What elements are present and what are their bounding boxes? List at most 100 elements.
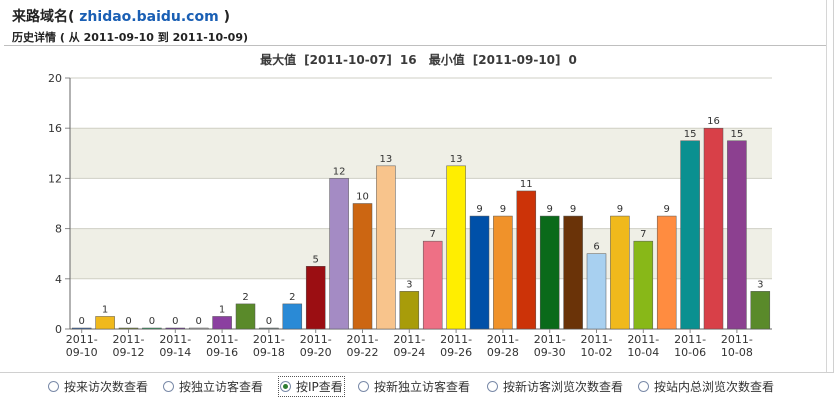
x-tick-label-year: 2011- xyxy=(627,333,659,346)
y-tick-label: 12 xyxy=(48,172,62,185)
domain-title: 来路域名 xyxy=(12,9,68,25)
bar xyxy=(95,316,115,330)
plot-band xyxy=(70,278,772,329)
view-option-ip[interactable]: 按IP查看 xyxy=(278,376,345,397)
data-label: 0 xyxy=(196,316,202,327)
data-label: 9 xyxy=(617,204,623,215)
y-tick-label: 0 xyxy=(55,323,62,336)
bar xyxy=(563,215,583,330)
bar xyxy=(446,165,466,330)
x-tick-label-date: 09-30 xyxy=(534,346,566,359)
x-tick-label-year: 2011- xyxy=(347,333,379,346)
x-tick-label-date: 09-18 xyxy=(253,346,285,359)
x-tick-label-date: 09-22 xyxy=(347,346,379,359)
bar xyxy=(376,165,396,330)
data-label: 0 xyxy=(149,316,155,327)
min-value: 0 xyxy=(568,53,577,67)
x-tick-label-date: 09-12 xyxy=(113,346,145,359)
range-from-label: 从 xyxy=(68,31,80,44)
view-option-label: 按新访客浏览次数查看 xyxy=(503,380,624,394)
x-tick-label-date: 10-08 xyxy=(721,346,753,359)
x-tick-label-year: 2011- xyxy=(487,333,519,346)
bar xyxy=(493,215,513,330)
view-option-visits[interactable]: 按来访次数查看 xyxy=(48,378,148,395)
radio-icon[interactable] xyxy=(48,381,59,392)
data-label: 15 xyxy=(731,129,744,140)
bar xyxy=(212,316,232,330)
data-label: 9 xyxy=(547,204,553,215)
data-label: 13 xyxy=(450,154,463,165)
view-option-unique-visitors[interactable]: 按独立访客查看 xyxy=(163,378,263,395)
bar xyxy=(656,215,677,330)
data-label: 2 xyxy=(242,292,248,303)
radio-icon[interactable] xyxy=(358,381,369,392)
data-label: 9 xyxy=(570,204,576,215)
view-option-label: 按站内总浏览次数查看 xyxy=(654,380,775,394)
data-label: 2 xyxy=(289,292,295,303)
panel-frame xyxy=(0,0,834,373)
data-label: 0 xyxy=(79,316,85,327)
x-tick-label-year: 2011- xyxy=(393,333,425,346)
data-label: 5 xyxy=(313,254,319,265)
x-tick-label-year: 2011- xyxy=(66,333,98,346)
header: 来路域名( zhidao.baidu.com ) 历史详情 ( 从 2011-0… xyxy=(12,6,248,45)
plot-band xyxy=(70,178,772,229)
bar xyxy=(633,240,654,330)
bar xyxy=(71,327,92,330)
y-tick-label: 16 xyxy=(48,122,62,135)
radio-icon[interactable] xyxy=(280,381,291,392)
data-label: 7 xyxy=(640,229,646,240)
radio-icon[interactable] xyxy=(638,381,649,392)
max-date: [2011-10-07] xyxy=(304,53,392,67)
paren-open: ( xyxy=(68,9,75,25)
x-tick-label-date: 09-10 xyxy=(66,346,98,359)
bar xyxy=(259,327,279,330)
view-option-new-unique-visitors[interactable]: 按新独立访客查看 xyxy=(358,378,470,395)
bar xyxy=(469,215,490,330)
data-label: 7 xyxy=(430,229,436,240)
data-label: 0 xyxy=(266,316,272,327)
x-tick-label-year: 2011- xyxy=(721,333,753,346)
bar xyxy=(727,140,747,330)
view-option-site-pageviews[interactable]: 按站内总浏览次数查看 xyxy=(638,378,774,395)
header-divider xyxy=(4,45,826,46)
data-label: 16 xyxy=(707,116,720,127)
data-label: 3 xyxy=(406,279,412,290)
x-tick-label-year: 2011- xyxy=(534,333,566,346)
x-tick-label-year: 2011- xyxy=(113,333,145,346)
x-tick-label-date: 09-26 xyxy=(440,346,472,359)
range-to-label: 到 xyxy=(157,31,169,44)
view-option-label: 按来访次数查看 xyxy=(64,380,149,394)
y-tick-label: 8 xyxy=(55,223,62,236)
paren-close: ) xyxy=(223,9,230,25)
x-tick-label-year: 2011- xyxy=(300,333,332,346)
bar xyxy=(235,303,256,330)
x-tick-label-year: 2011- xyxy=(253,333,285,346)
bar xyxy=(750,291,771,330)
max-label: 最大值 xyxy=(260,53,297,67)
y-tick-label: 20 xyxy=(48,72,62,85)
data-label: 13 xyxy=(380,154,393,165)
radio-icon[interactable] xyxy=(163,381,174,392)
bar xyxy=(118,327,139,330)
x-tick-label-date: 10-02 xyxy=(581,346,613,359)
x-tick-label-date: 09-28 xyxy=(487,346,519,359)
bar xyxy=(352,203,373,330)
bar xyxy=(680,140,700,330)
x-tick-label-year: 2011- xyxy=(206,333,238,346)
bar xyxy=(142,327,162,330)
bar xyxy=(305,266,326,330)
view-option-label: 按新独立访客查看 xyxy=(374,380,471,394)
x-tick-label-date: 10-06 xyxy=(674,346,706,359)
radio-icon[interactable] xyxy=(487,381,498,392)
domain-heading: 来路域名( zhidao.baidu.com ) xyxy=(12,6,248,26)
domain-link[interactable]: zhidao.baidu.com xyxy=(79,9,219,25)
right-rule xyxy=(826,0,827,372)
max-value: 16 xyxy=(399,53,417,67)
bar xyxy=(399,291,420,330)
view-option-label: 按IP查看 xyxy=(296,380,343,394)
paren-close: ) xyxy=(243,31,249,44)
x-tick-label-date: 09-24 xyxy=(393,346,425,359)
x-tick-label-year: 2011- xyxy=(159,333,191,346)
view-option-new-visitor-pageviews[interactable]: 按新访客浏览次数查看 xyxy=(487,378,623,395)
